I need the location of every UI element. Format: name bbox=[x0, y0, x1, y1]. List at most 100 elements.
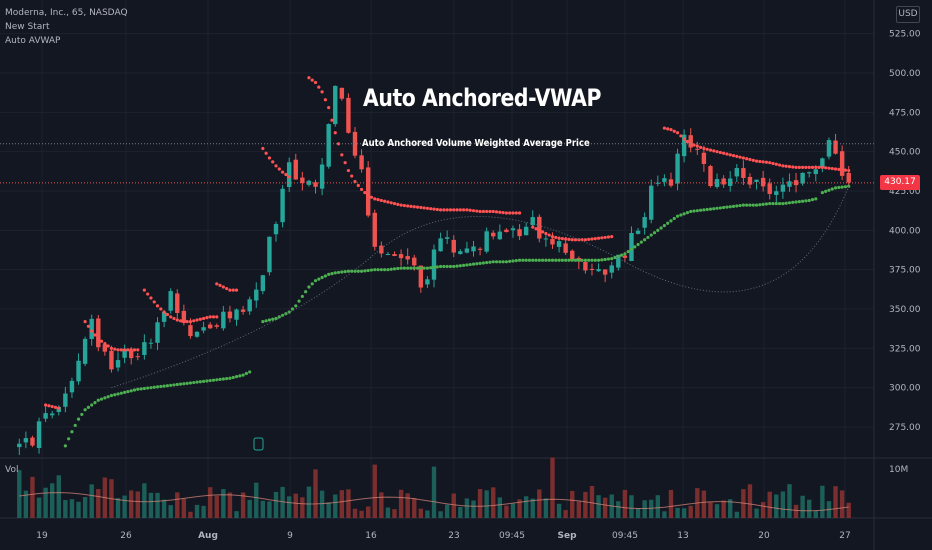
candle-body bbox=[102, 344, 108, 352]
volume-bar bbox=[655, 495, 661, 518]
volume-bar bbox=[89, 484, 94, 518]
green-vwap-dot bbox=[761, 202, 765, 206]
red-vwap-dot bbox=[211, 315, 216, 319]
red-vwap-dot bbox=[610, 235, 614, 239]
red-vwap-dot bbox=[406, 204, 410, 208]
currency-button[interactable]: USD bbox=[896, 6, 920, 23]
candle-body bbox=[787, 181, 792, 187]
volume-bar bbox=[807, 499, 812, 518]
red-vwap-dot bbox=[123, 348, 127, 352]
red-vwap-dot bbox=[541, 230, 545, 234]
candle-body bbox=[418, 265, 424, 288]
green-vwap-dot bbox=[501, 260, 505, 264]
red-vwap-dot bbox=[323, 98, 327, 102]
volume-bar bbox=[708, 502, 713, 518]
indicator-new-start[interactable]: New Start bbox=[5, 22, 50, 32]
red-vwap-dot bbox=[824, 166, 828, 170]
candle-body bbox=[820, 158, 825, 168]
green-vwap-dot bbox=[807, 198, 811, 203]
candle-body bbox=[451, 239, 456, 253]
green-vwap-dot bbox=[261, 319, 265, 324]
red-vwap-dot bbox=[475, 209, 479, 213]
volume-bar bbox=[517, 499, 522, 518]
green-vwap-dot bbox=[508, 259, 512, 264]
red-vwap-dot bbox=[376, 198, 380, 202]
volume-bar bbox=[181, 498, 187, 518]
green-vwap-dot bbox=[320, 275, 324, 280]
green-vwap-dot bbox=[544, 258, 548, 262]
red-vwap-dot bbox=[698, 145, 703, 149]
volume-bar bbox=[649, 499, 654, 518]
volume-bar bbox=[273, 491, 279, 518]
candle-body bbox=[813, 169, 818, 175]
volume-bar bbox=[392, 509, 397, 518]
candle-body bbox=[543, 238, 549, 240]
candle-body bbox=[728, 178, 733, 186]
red-vwap-dot bbox=[432, 207, 436, 211]
red-vwap-dot bbox=[415, 205, 420, 209]
green-vwap-dot bbox=[350, 269, 354, 273]
green-vwap-dot bbox=[758, 203, 762, 207]
green-vwap-dot bbox=[583, 258, 588, 262]
volume-bar bbox=[497, 497, 503, 518]
candle-body bbox=[675, 153, 680, 184]
volume-bar bbox=[563, 510, 568, 518]
green-vwap-dot bbox=[294, 304, 298, 308]
red-vwap-dot bbox=[695, 144, 699, 148]
green-vwap-dot bbox=[419, 266, 423, 270]
volume-bar bbox=[635, 508, 641, 518]
candle-body bbox=[398, 254, 404, 259]
green-vwap-dot bbox=[478, 261, 482, 265]
red-vwap-dot bbox=[366, 194, 370, 198]
green-vwap-dot bbox=[287, 310, 291, 314]
time-axis[interactable]: 19 26 Aug 9 16 23 09:45 Sep 09:45 13 20 27 bbox=[36, 531, 850, 541]
green-vwap-dot bbox=[567, 258, 571, 262]
red-vwap-dot bbox=[560, 236, 564, 241]
candle-body bbox=[109, 350, 114, 370]
red-vwap-dot bbox=[333, 131, 337, 135]
candle-body bbox=[510, 228, 516, 231]
green-vwap-dot bbox=[689, 209, 693, 214]
volume-bar bbox=[267, 501, 272, 518]
red-vwap-dot bbox=[409, 204, 413, 208]
green-vwap-dot bbox=[626, 249, 630, 254]
volume-legend[interactable]: Vol bbox=[5, 465, 19, 475]
price-axis[interactable]: 275.00 300.00 325.00 350.00 375.00 400.00 425.… bbox=[889, 30, 921, 475]
price-tick-label: 325.00 bbox=[889, 344, 921, 354]
red-vwap-dot bbox=[768, 161, 772, 165]
red-vwap-dot bbox=[728, 153, 732, 157]
green-vwap-dot bbox=[356, 269, 360, 273]
symbol-title[interactable]: Moderna, Inc., 65, NASDAQ bbox=[5, 8, 128, 18]
red-vwap-dot bbox=[340, 153, 344, 157]
candle-body bbox=[385, 253, 391, 255]
green-vwap-dot bbox=[471, 262, 476, 266]
candle-body bbox=[207, 324, 213, 329]
green-vwap-dot bbox=[735, 204, 739, 208]
volume-bar bbox=[425, 510, 430, 518]
green-vwap-dot bbox=[139, 387, 143, 391]
green-vwap-dot bbox=[142, 386, 146, 391]
red-vwap-dot bbox=[712, 149, 716, 153]
green-vwap-dot bbox=[304, 290, 308, 294]
volume-bar bbox=[128, 490, 134, 518]
green-vwap-dot bbox=[784, 201, 788, 205]
green-vwap-dot bbox=[791, 200, 795, 205]
green-vwap-dot bbox=[99, 397, 104, 401]
green-vwap-dot bbox=[67, 437, 71, 441]
green-vwap-dot bbox=[498, 260, 502, 264]
candle-body bbox=[346, 97, 351, 133]
candle-body bbox=[339, 87, 345, 99]
red-vwap-dot bbox=[797, 165, 801, 169]
indicator-auto-avwap[interactable]: Auto AVWAP bbox=[5, 36, 61, 46]
green-vwap-dot bbox=[794, 200, 798, 204]
green-vwap-dot bbox=[198, 380, 202, 384]
candle-body bbox=[267, 236, 272, 273]
candle-body bbox=[609, 265, 614, 273]
time-tick-label: 19 bbox=[36, 531, 48, 541]
candle-body bbox=[43, 413, 48, 419]
red-vwap-dot bbox=[705, 147, 709, 151]
red-vwap-dot bbox=[801, 165, 805, 169]
candle-body bbox=[30, 437, 35, 446]
